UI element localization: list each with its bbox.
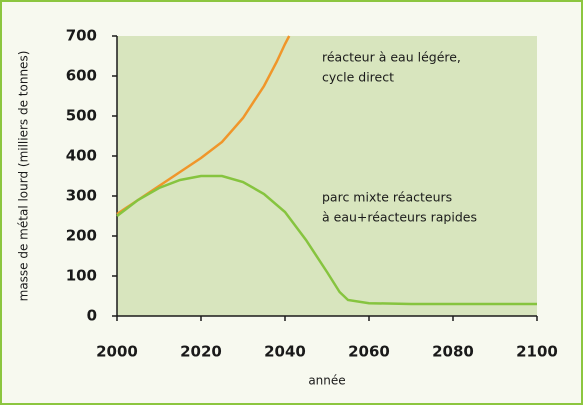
- annotation: à eau+réacteurs rapides: [322, 210, 477, 225]
- x-tick-label: 2040: [264, 343, 306, 361]
- annotation: parc mixte réacteurs: [322, 190, 452, 205]
- y-tick-label: 300: [66, 187, 97, 205]
- y-tick-label: 400: [66, 147, 97, 165]
- x-tick-label: 2000: [96, 343, 138, 361]
- y-tick-label: 600: [66, 67, 97, 85]
- y-tick-label: 200: [66, 227, 97, 245]
- y-tick-label: 100: [66, 267, 97, 285]
- annotation: réacteur à eau légére,: [322, 50, 461, 65]
- series-line: [116, 174, 537, 306]
- annotation: cycle direct: [322, 70, 394, 85]
- x-tick-label: 2060: [348, 343, 390, 361]
- y-tick-label: 500: [66, 107, 97, 125]
- plot-area: [117, 36, 537, 316]
- x-axis-label: année: [308, 374, 345, 388]
- x-tick-label: 2020: [180, 343, 222, 361]
- y-tick-label: 0: [87, 307, 97, 325]
- y-tick-label: 700: [66, 27, 97, 45]
- x-tick-label: 2100: [516, 343, 558, 361]
- y-axis-label: masse de métal lourd (milliers de tonnes…: [17, 51, 31, 302]
- x-tick-label: 2080: [432, 343, 474, 361]
